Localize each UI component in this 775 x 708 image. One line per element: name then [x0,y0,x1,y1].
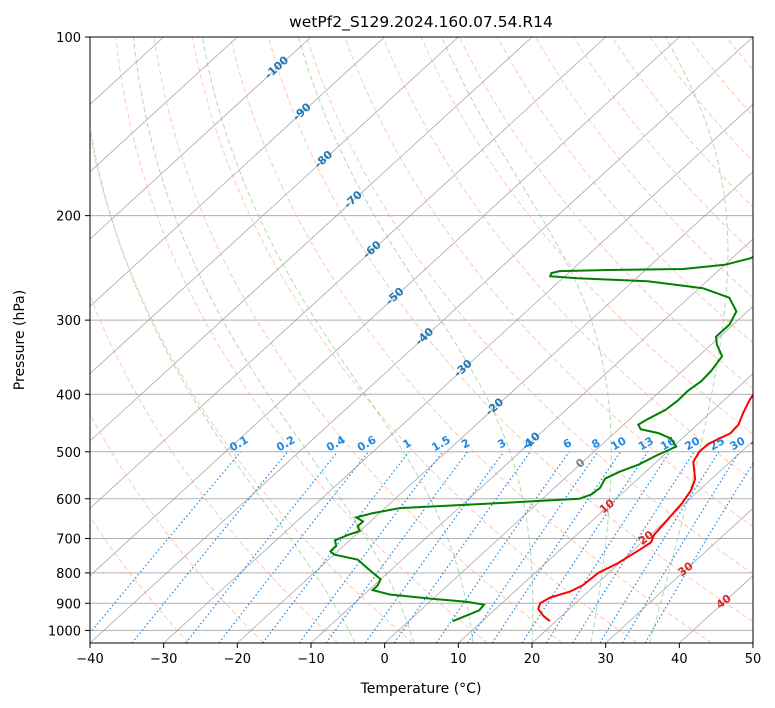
y-tick-label: 200 [56,210,81,225]
moist-adiabat-line [649,37,729,643]
isotherm-line [458,373,753,643]
dry-adiabat-line [229,37,712,643]
dry-adiabat-line [191,37,638,643]
isotherm-line [90,37,238,173]
dry-adiabat-line [382,37,753,481]
moist-adiabat-line [297,37,534,643]
x-tick-label: −10 [297,652,324,667]
dry-adiabat-line [535,37,753,299]
x-axis-title: Temperature (°C) [360,681,482,697]
y-tick-label: 900 [56,597,81,612]
dry-adiabat-line [306,37,753,575]
moist-adiabats [90,37,729,643]
mixing-ratio-lines [90,451,753,643]
isotherm-line [531,440,753,643]
x-tick-label: 10 [450,652,467,667]
dry-adiabat-line [649,37,753,163]
dry-adiabat-line [90,294,339,643]
mixing-ratio-line [435,451,570,643]
dry-adiabat-line [458,37,753,390]
dry-adiabat-line [90,516,190,643]
dry-adiabat-line [268,37,753,623]
dry-adiabat-line [420,37,753,435]
x-tick-label: 30 [597,652,614,667]
temperature-line [537,392,753,622]
mixing-ratio-line [298,451,444,643]
mixing-ratio-line [393,451,531,643]
y-tick-label: 600 [56,493,81,508]
isotherm-line [90,37,606,509]
y-tick-label: 1000 [48,624,81,639]
mixing-ratio-line [491,451,621,643]
mixing-ratio-line [364,451,505,643]
isotherm-line [90,37,533,442]
y-tick-label: 800 [56,567,81,582]
y-tick-label: 300 [56,314,81,329]
isotherm-line [90,37,680,577]
y-tick-label: 100 [56,31,81,46]
x-tick-label: 40 [671,652,688,667]
x-axis-ticks: −40 −30 −20 −10 0 10 20 30 40 50 [76,643,761,667]
moist-adiabat-line [90,123,356,643]
pressure-gridlines [90,37,753,631]
x-tick-label: 50 [745,652,762,667]
mixing-ratio-line [545,451,671,643]
moist-adiabat-line [441,37,612,643]
mixing-ratio-line [90,451,242,634]
isotherm-line [237,171,753,643]
x-tick-label: 20 [524,652,541,667]
y-axis-title: Pressure (hPa) [12,290,28,390]
x-tick-label: 0 [381,652,389,667]
mixing-ratio-line [644,462,753,643]
x-tick-label: −40 [76,652,103,667]
mixing-ratio-line [325,451,468,643]
isotherm-line [163,103,753,643]
isotherm-line [90,37,385,307]
mixing-ratio-line [621,451,740,643]
plot-area: -100-90-80-70-60-50-40-30-20-10010203040… [90,37,768,643]
mixing-ratio-line [521,451,649,643]
isotherm-line [90,37,312,240]
mixing-ratio-line [131,451,289,643]
isotherm-line [90,37,753,643]
plot-frame [89,36,754,644]
y-tick-label: 700 [56,533,81,548]
dry-adiabat-line [611,37,753,208]
y-tick-label: 400 [56,388,81,403]
y-axis-ticks: 100 200 300 400 500 600 700 800 900 1000 [48,31,90,639]
y-tick-label: 500 [56,446,81,461]
x-tick-label: −20 [224,652,251,667]
mixing-ratio-label: 36 [748,434,768,453]
isotherm-line [605,507,753,643]
mixing-ratio-line [466,451,599,643]
dry-adiabat-line [344,37,753,528]
dry-adiabats [90,37,753,643]
isotherm-line [90,37,459,375]
mixing-ratio-line [185,451,339,643]
x-tick-label: −30 [150,652,177,667]
moist-adiabat-line [132,37,415,643]
mixing-ratio-line [262,451,410,643]
dewpoint-line [329,255,753,623]
isotherms [90,37,753,643]
dry-adiabat-line [115,37,488,643]
dry-adiabat-line [496,37,753,344]
mixing-ratio-line [572,451,695,643]
dry-adiabat-line [90,131,414,643]
chart-title: wetPf2_S129.2024.160.07.54.R14 [289,13,553,32]
